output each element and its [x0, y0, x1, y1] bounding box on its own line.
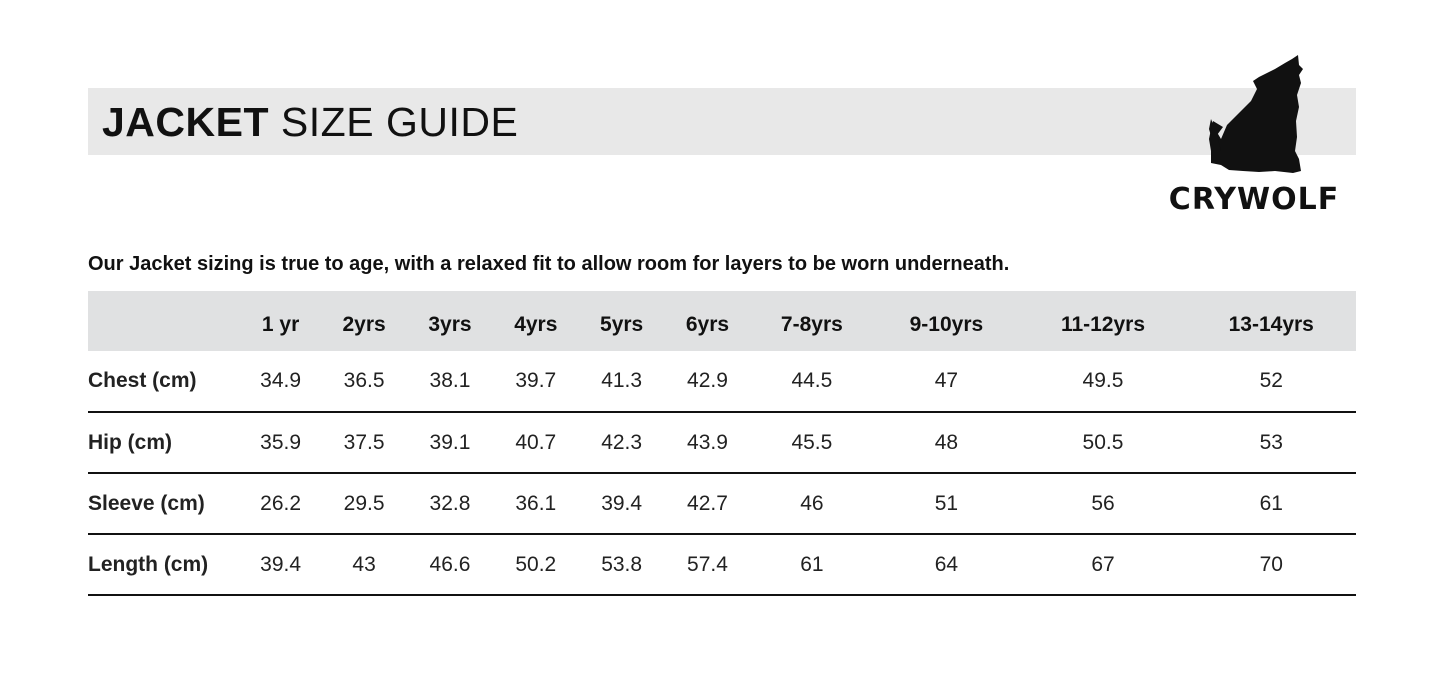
- column-header: 3yrs: [428, 313, 472, 336]
- table-cell: 67: [1091, 552, 1115, 576]
- row-label: Sleeve (cm): [88, 491, 205, 515]
- column-header: 11-12yrs: [1060, 313, 1146, 336]
- table-row: Length (cm) 39.4 43 46.6 50.2 53.8 57.4 61 64 67 7…: [88, 534, 1356, 595]
- row-label: Chest (cm): [88, 369, 197, 392]
- column-header: 2yrs: [342, 313, 386, 336]
- column-header: 9-10yrs: [909, 313, 984, 336]
- table-cell: 42.9: [687, 369, 728, 392]
- table-cell: 42.3: [601, 430, 643, 454]
- title-bold: JACKET: [102, 99, 270, 145]
- table-cell: 36.1: [515, 491, 557, 515]
- table-cell: 37.5: [343, 430, 385, 454]
- table-header-row: 1 yr 2yrs 3yrs 4yrs 5yrs 6yrs 7-8yrs 9-1…: [88, 291, 1356, 351]
- title-rest: SIZE GUIDE: [269, 99, 519, 145]
- table-cell: 50.5: [1082, 430, 1124, 454]
- column-header: 13-14yrs: [1228, 313, 1314, 336]
- page-title: JACKET SIZE GUIDE: [102, 98, 518, 146]
- table-cell: 29.5: [343, 491, 385, 515]
- table-cell: 44.5: [791, 369, 833, 392]
- table-cell: 48: [934, 430, 959, 454]
- intro-text: Our Jacket sizing is true to age, with a…: [88, 253, 1010, 275]
- table-cell: 39.4: [601, 491, 643, 515]
- table-cell: 46.6: [429, 552, 471, 576]
- table-cell: 70: [1259, 552, 1283, 576]
- table-cell: 51: [934, 491, 959, 515]
- table-cell: 38.1: [429, 369, 471, 392]
- table-cell: 43: [352, 552, 376, 576]
- column-header: 1 yr: [261, 313, 300, 336]
- table-row: Sleeve (cm) 26.2 29.5 32.8 36.1 39.4 42.7 46 51 5…: [88, 473, 1356, 534]
- table-cell: 26.2: [260, 491, 302, 515]
- table-cell: 40.7: [515, 430, 557, 454]
- table-cell: 53.8: [601, 552, 643, 576]
- wolf-logo-icon: [1209, 55, 1303, 173]
- size-table: 1 yr 2yrs 3yrs 4yrs 5yrs 6yrs 7-8yrs 9-1…: [88, 291, 1356, 596]
- table-cell: 34.9: [260, 369, 302, 392]
- table-cell: 47: [934, 369, 959, 392]
- column-header: 7-8yrs: [780, 313, 843, 336]
- table-cell: 46: [800, 491, 824, 515]
- table-cell: 57.4: [687, 552, 728, 576]
- table-cell: 52: [1259, 369, 1283, 392]
- table-cell: 61: [800, 552, 824, 576]
- row-label: Hip (cm): [88, 430, 172, 454]
- table-cell: 43.9: [687, 430, 728, 454]
- table-row: Chest (cm) 34.9 36.5 38.1 39.7 41.3 42.9 44.5 47…: [88, 351, 1356, 412]
- logo-wordmark: CRYWOLF: [1168, 182, 1340, 217]
- table-cell: 61: [1259, 491, 1283, 515]
- column-header: 5yrs: [600, 313, 644, 336]
- table-cell: 41.3: [601, 369, 643, 392]
- header-empty: [88, 291, 240, 351]
- table-cell: 36.5: [343, 369, 385, 392]
- table-cell: 53: [1259, 430, 1283, 454]
- table-cell: 49.5: [1082, 369, 1124, 392]
- table-row: Hip (cm) 35.9 37.5 39.1 40.7 42.3 43.9 45.5 48 50…: [88, 412, 1356, 473]
- table-cell: 39.4: [260, 552, 302, 576]
- table-cell: 50.2: [515, 552, 557, 576]
- column-header: 6yrs: [685, 313, 730, 336]
- table-cell: 42.7: [687, 491, 728, 515]
- table-cell: 45.5: [791, 430, 833, 454]
- table-cell: 35.9: [260, 430, 302, 454]
- table-cell: 39.7: [515, 369, 557, 392]
- table-cell: 39.1: [429, 430, 471, 454]
- column-header: 4yrs: [514, 313, 558, 336]
- title-bar: [88, 88, 1356, 155]
- table-cell: 32.8: [429, 491, 471, 515]
- table-cell: 64: [934, 552, 959, 576]
- table-cell: 56: [1091, 491, 1115, 515]
- row-label: Length (cm): [88, 552, 209, 576]
